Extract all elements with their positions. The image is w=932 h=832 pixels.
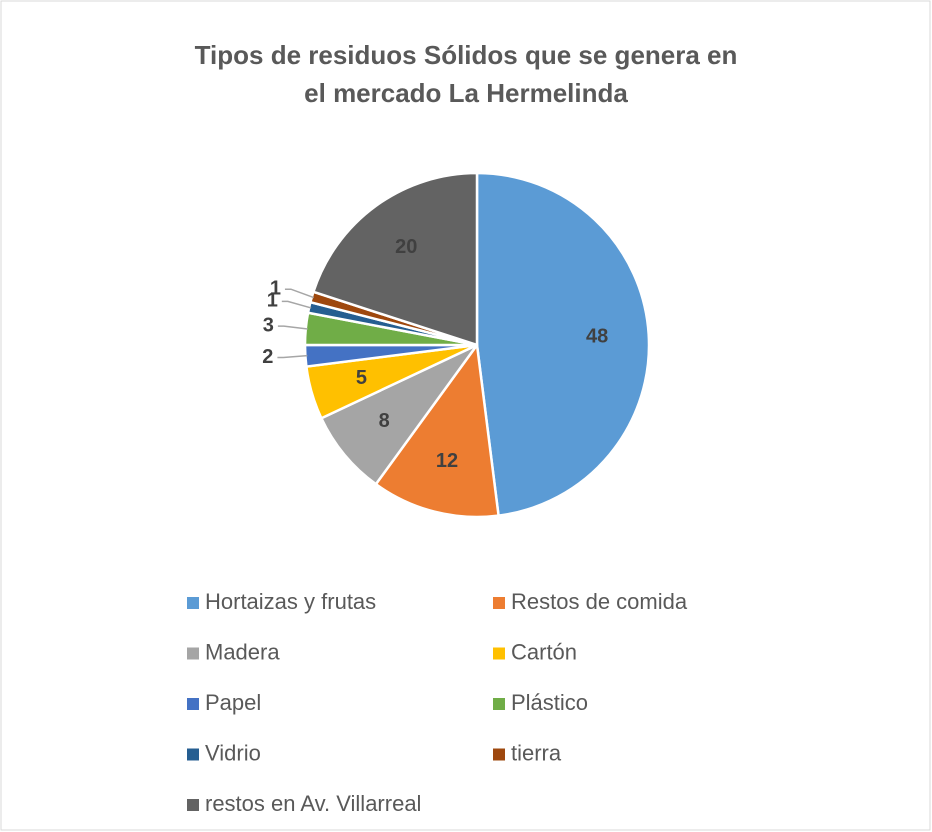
legend-label: tierra bbox=[511, 740, 562, 765]
data-label: 2 bbox=[262, 346, 273, 368]
data-label: 3 bbox=[263, 314, 274, 336]
legend-label: Hortaizas y frutas bbox=[205, 589, 376, 614]
pie-slice bbox=[311, 171, 479, 347]
legend-swatch bbox=[187, 647, 199, 660]
chart-title: Tipos de residuos Sólidos que se genera … bbox=[194, 40, 738, 108]
pie-slice bbox=[374, 341, 500, 519]
data-label: 12 bbox=[436, 450, 458, 472]
legend-label: restos en Av. Villarreal bbox=[205, 791, 421, 816]
legend-swatch bbox=[187, 597, 199, 609]
legend-swatch bbox=[493, 698, 505, 710]
data-label: 1 bbox=[270, 277, 281, 299]
data-label: 5 bbox=[356, 367, 367, 389]
legend-swatch bbox=[187, 698, 199, 710]
legend-swatch bbox=[493, 647, 505, 660]
legend-label: Cartón bbox=[511, 639, 577, 664]
data-label: 20 bbox=[395, 236, 417, 258]
data-label: 1 bbox=[267, 290, 278, 312]
legend-label: Plástico bbox=[511, 690, 588, 715]
leader-line bbox=[277, 354, 308, 359]
data-label: 8 bbox=[379, 410, 390, 432]
legend-label: Restos de comida bbox=[511, 589, 688, 614]
legend-label: Madera bbox=[205, 639, 280, 664]
leader-line bbox=[281, 300, 312, 309]
data-label: 48 bbox=[586, 326, 608, 348]
legend-label: Papel bbox=[205, 690, 261, 715]
pie-slice bbox=[475, 171, 651, 518]
legend-label: Vidrio bbox=[205, 740, 261, 765]
legend-swatch bbox=[493, 597, 505, 609]
legend-swatch bbox=[187, 748, 199, 761]
leader-line bbox=[284, 288, 315, 299]
legend-swatch bbox=[493, 748, 505, 761]
legend-swatch bbox=[187, 799, 199, 811]
leader-line bbox=[277, 325, 308, 330]
